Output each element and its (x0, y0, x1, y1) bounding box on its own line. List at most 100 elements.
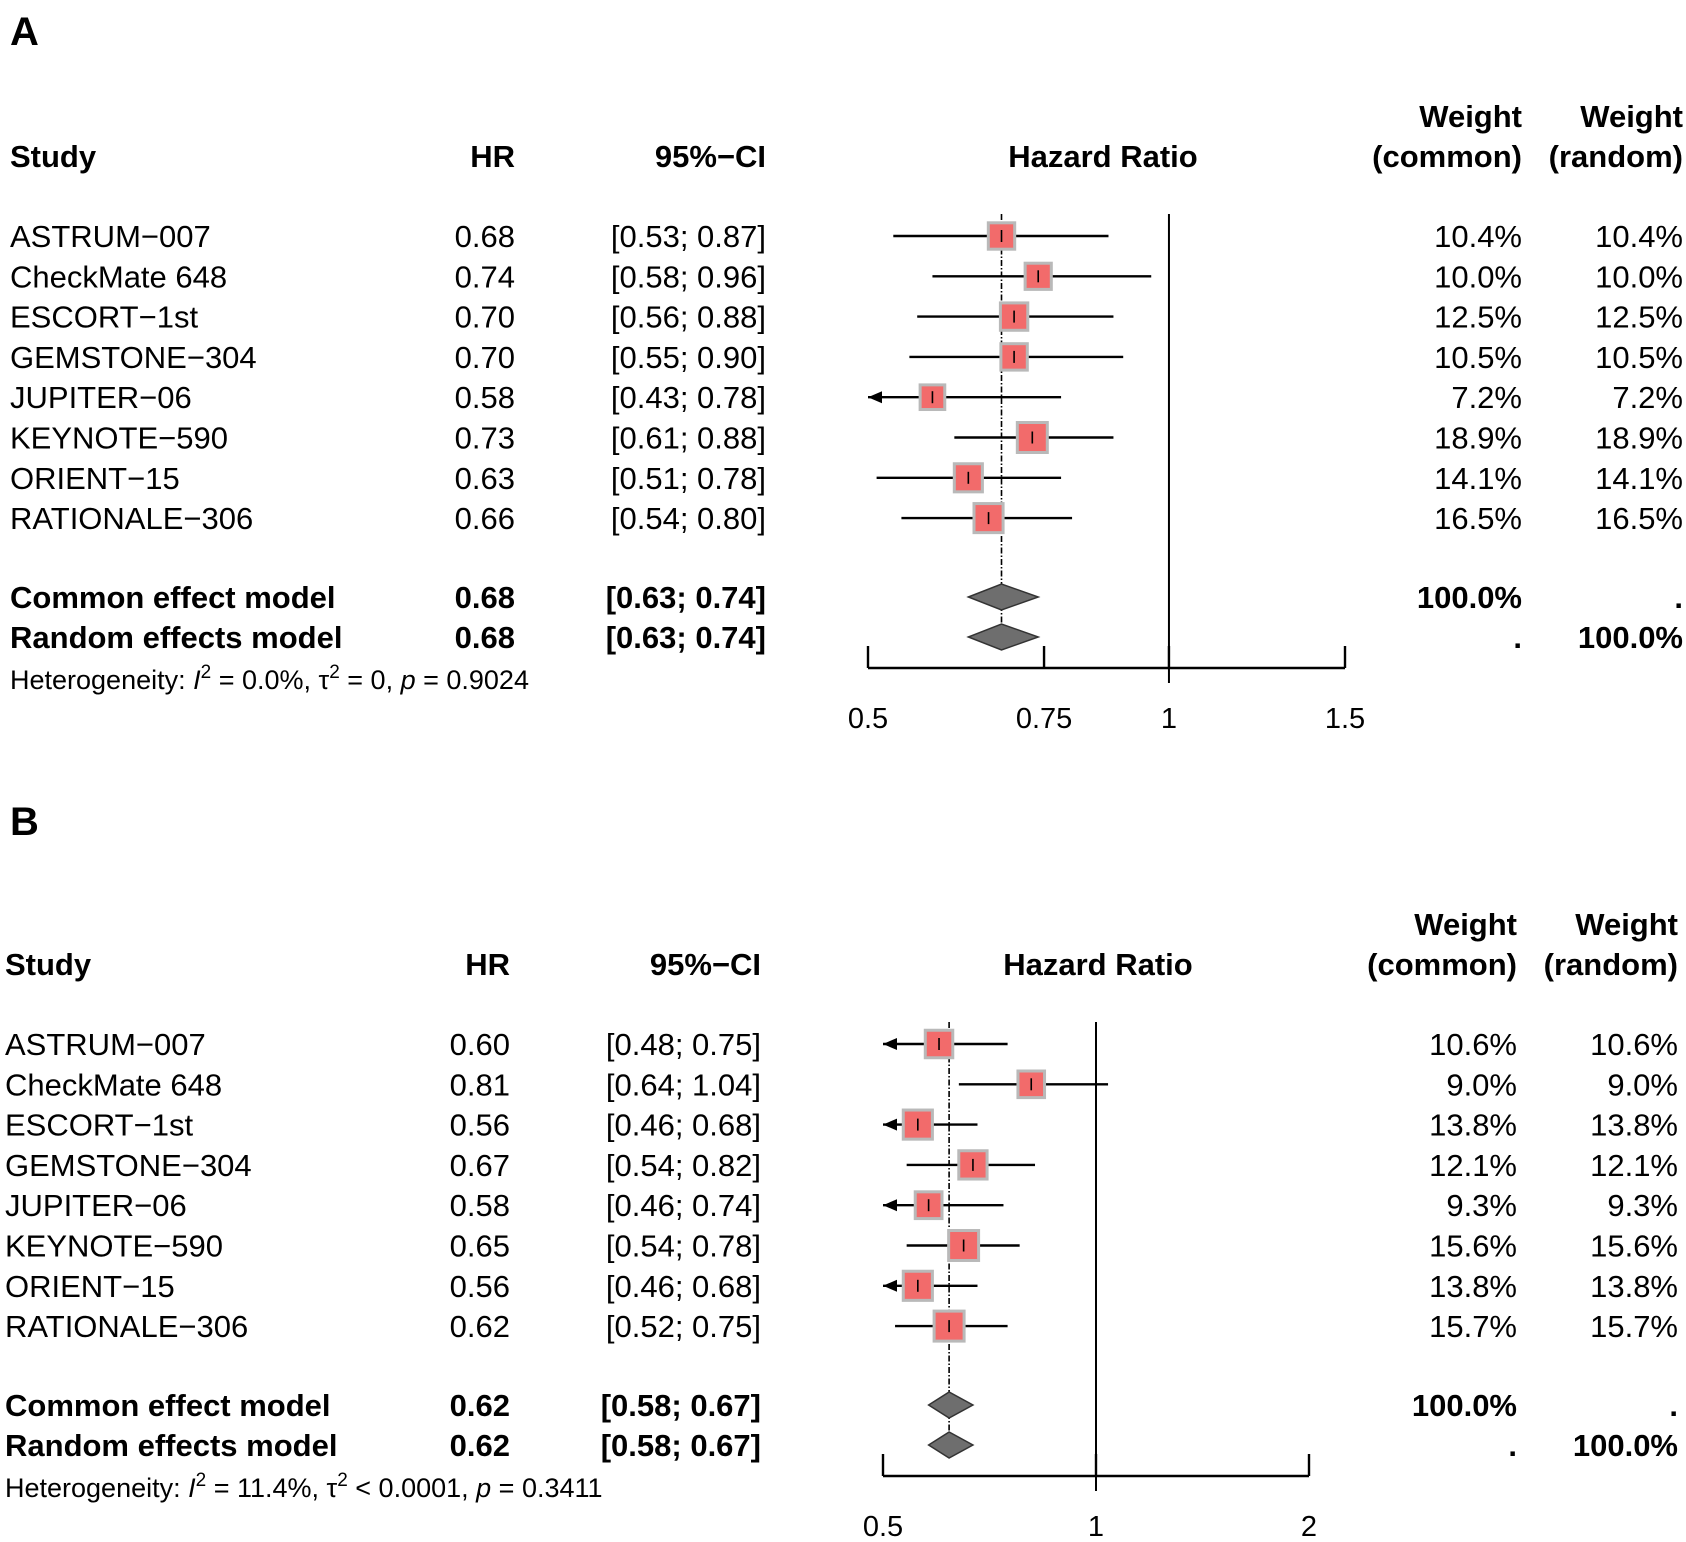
heterogeneity-text: Heterogeneity: I2 = 0.0%, τ2 = 0, p = 0.… (10, 662, 529, 695)
panel-label: A (10, 10, 39, 54)
study-weight-random: 12.5% (1595, 300, 1683, 335)
model-weight-common: 100.0% (1412, 1388, 1517, 1423)
study-box (901, 1269, 934, 1302)
study-hr: 0.65 (450, 1229, 510, 1264)
header-hr: HR (470, 139, 515, 174)
study-weight-random: 10.6% (1590, 1027, 1678, 1062)
study-name: KEYNOTE−590 (10, 421, 228, 456)
heterogeneity-p-symbol: p (400, 665, 416, 695)
study-hr: 0.73 (455, 421, 515, 456)
study-name: ASTRUM−007 (10, 219, 211, 254)
header-ci: 95%−CI (655, 139, 766, 174)
study-weight-common: 12.1% (1429, 1148, 1517, 1183)
study-weight-random: 9.3% (1607, 1188, 1678, 1223)
study-weight-common: 9.0% (1446, 1067, 1517, 1102)
study-weight-random: 15.7% (1590, 1309, 1678, 1344)
heterogeneity-tau2-symbol: τ (327, 1473, 338, 1503)
study-weight-random: 10.0% (1595, 259, 1683, 294)
model-weight-random: . (1674, 580, 1683, 615)
study-hr: 0.63 (455, 461, 515, 496)
heterogeneity-prefix: Heterogeneity: (5, 1473, 188, 1503)
study-weight-random: 14.1% (1595, 461, 1683, 496)
model-weight-common: . (1513, 620, 1522, 655)
study-hr: 0.67 (450, 1148, 510, 1183)
header-weight-random: Weight (1575, 907, 1678, 942)
study-hr: 0.70 (455, 300, 515, 335)
model-hr: 0.68 (455, 580, 515, 615)
study-ci: [0.46; 0.68] (606, 1269, 761, 1304)
study-weight-common: 10.0% (1434, 259, 1522, 294)
study-ci: [0.61; 0.88] (611, 421, 766, 456)
study-weight-common: 13.8% (1429, 1269, 1517, 1304)
model-name: Common effect model (10, 580, 336, 615)
study-weight-random: 16.5% (1595, 501, 1683, 536)
heterogeneity-tau2-value: < 0.0001, (348, 1473, 476, 1503)
heterogeneity-text: Heterogeneity: I2 = 11.4%, τ2 < 0.0001, … (5, 1470, 603, 1503)
study-name: RATIONALE−306 (5, 1309, 248, 1344)
study-weight-common: 13.8% (1429, 1108, 1517, 1143)
study-ci: [0.54; 0.82] (606, 1148, 761, 1183)
heterogeneity-tau2-value: = 0, (340, 665, 401, 695)
study-weight-common: 14.1% (1434, 461, 1522, 496)
model-weight-common: 100.0% (1417, 580, 1522, 615)
study-weight-random: 10.4% (1595, 219, 1683, 254)
study-weight-common: 9.3% (1446, 1188, 1517, 1223)
model-weight-common: . (1508, 1428, 1517, 1463)
pooled-diamond (927, 1431, 975, 1459)
study-weight-random: 13.8% (1590, 1108, 1678, 1143)
study-ci: [0.48; 0.75] (606, 1027, 761, 1062)
model-name: Common effect model (5, 1388, 331, 1423)
header-study: Study (5, 947, 92, 982)
study-weight-random: 15.6% (1590, 1229, 1678, 1264)
study-ci: [0.46; 0.68] (606, 1108, 761, 1143)
study-hr: 0.60 (450, 1027, 510, 1062)
panel-b: B Study HR 95%−CI Hazard Ratio Weight (common)… (5, 800, 1678, 1542)
study-ci: [0.55; 0.90] (611, 340, 766, 375)
study-ci: [0.64; 1.04] (606, 1067, 761, 1102)
study-name: RATIONALE−306 (10, 501, 253, 536)
study-weight-common: 18.9% (1434, 421, 1522, 456)
heterogeneity-i2-value: = 11.4%, (206, 1473, 326, 1503)
study-ci: [0.46; 0.74] (606, 1188, 761, 1223)
model-hr: 0.62 (450, 1388, 510, 1423)
study-ci: [0.56; 0.88] (611, 300, 766, 335)
model-ci: [0.58; 0.67] (601, 1428, 761, 1463)
model-ci: [0.63; 0.74] (606, 620, 766, 655)
model-weight-random: . (1669, 1388, 1678, 1423)
study-weight-common: 16.5% (1434, 501, 1522, 536)
study-name: ORIENT−15 (5, 1269, 175, 1304)
heterogeneity-i2-value: = 0.0%, (211, 665, 318, 695)
study-ci: [0.54; 0.80] (611, 501, 766, 536)
ci-arrow (883, 1038, 897, 1050)
ci-arrow (868, 391, 882, 404)
study-weight-common: 10.4% (1434, 219, 1522, 254)
study-name: CheckMate 648 (10, 259, 227, 294)
x-tick-label: 0.5 (863, 1511, 903, 1542)
header-ci: 95%−CI (650, 947, 761, 982)
model-name: Random effects model (10, 620, 342, 655)
study-weight-common: 10.6% (1429, 1027, 1517, 1062)
study-name: KEYNOTE−590 (5, 1229, 223, 1264)
study-hr: 0.81 (450, 1067, 510, 1102)
ci-arrow (883, 1199, 897, 1212)
study-ci: [0.52; 0.75] (606, 1309, 761, 1344)
x-tick-label: 1.5 (1325, 703, 1365, 735)
ci-arrow (883, 1279, 897, 1292)
heterogeneity-sup: 2 (329, 662, 340, 683)
study-name: GEMSTONE−304 (5, 1148, 252, 1183)
pooled-diamond (927, 1391, 975, 1419)
ci-arrow (883, 1118, 897, 1131)
study-weight-random: 12.1% (1590, 1148, 1678, 1183)
heterogeneity-i2-symbol: I (188, 1473, 196, 1503)
study-name: ESCORT−1st (5, 1108, 193, 1143)
header-weight-common: Weight (1414, 907, 1517, 942)
study-weight-common: 15.7% (1429, 1309, 1517, 1344)
study-weight-random: 7.2% (1612, 380, 1683, 415)
header-weight-common-sub: (common) (1367, 947, 1517, 982)
study-box (1023, 261, 1053, 291)
heterogeneity-sup: 2 (196, 1470, 207, 1491)
study-ci: [0.53; 0.87] (611, 219, 766, 254)
x-tick-label: 1 (1161, 703, 1177, 735)
model-hr: 0.68 (455, 620, 515, 655)
